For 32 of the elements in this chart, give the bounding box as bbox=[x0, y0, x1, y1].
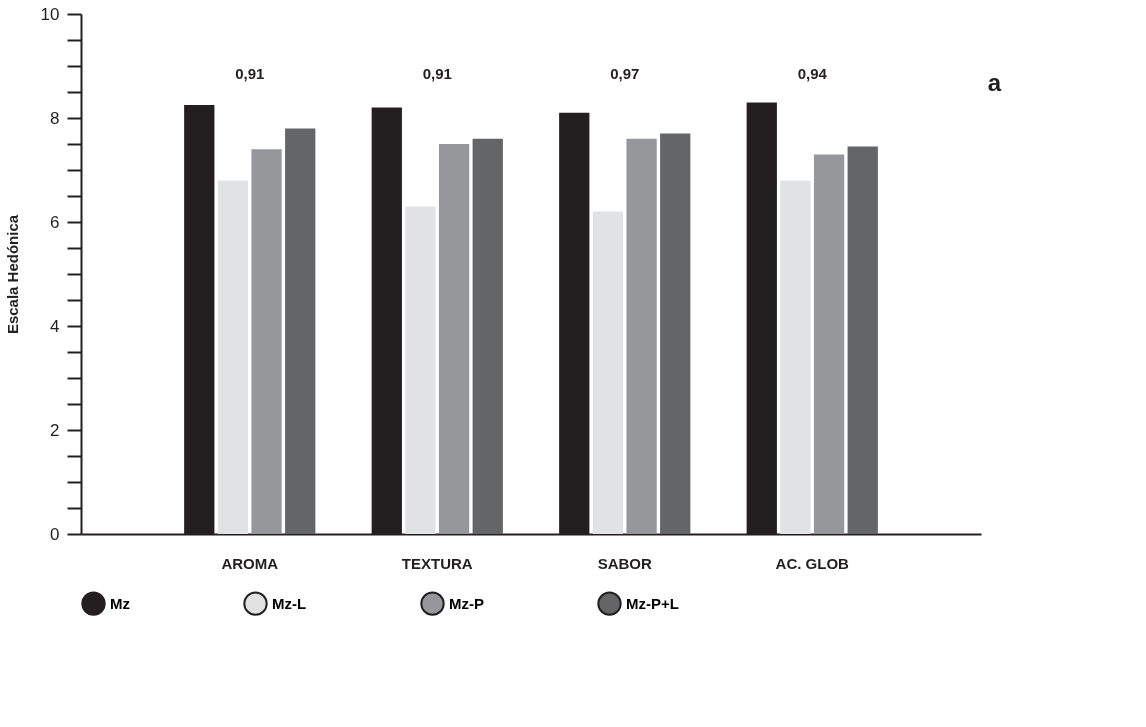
y-tick-label: 6 bbox=[50, 212, 60, 232]
legend-label: Mz bbox=[110, 594, 130, 612]
annotation: 0,97 bbox=[610, 65, 640, 82]
x-tick-label: AC. GLOB bbox=[775, 554, 850, 572]
legend-label: Mz-P bbox=[449, 594, 484, 612]
text: a bbox=[987, 69, 1002, 96]
annotation: 0,94 bbox=[797, 65, 828, 82]
bar bbox=[813, 154, 845, 534]
bar bbox=[626, 138, 657, 534]
legend-label: Mz-P+L bbox=[626, 594, 679, 612]
y-tick-label: 2 bbox=[50, 420, 60, 440]
bar bbox=[472, 138, 503, 534]
bar bbox=[405, 206, 436, 534]
y-tick-label: 4 bbox=[50, 316, 60, 336]
bar bbox=[847, 146, 878, 534]
bar bbox=[251, 149, 282, 534]
bar bbox=[660, 133, 691, 534]
x-tick-label: TEXTURA bbox=[401, 554, 473, 572]
y-tick-label: 10 bbox=[40, 4, 60, 24]
legend-label: Mz-L bbox=[272, 594, 307, 612]
bar bbox=[438, 144, 470, 534]
y-axis-title: Escala Hedónica bbox=[3, 214, 21, 335]
y-tick-label: 0 bbox=[50, 524, 60, 544]
x-tick-label: SABOR bbox=[597, 554, 652, 572]
annotation: 0,91 bbox=[235, 65, 265, 82]
x-tick-label: AROMA bbox=[221, 554, 279, 572]
bar bbox=[217, 180, 249, 534]
bar bbox=[780, 180, 811, 534]
y-tick-label: 8 bbox=[50, 108, 60, 128]
bar bbox=[592, 211, 624, 534]
annotation: 0,91 bbox=[422, 65, 452, 82]
bar bbox=[285, 128, 316, 534]
